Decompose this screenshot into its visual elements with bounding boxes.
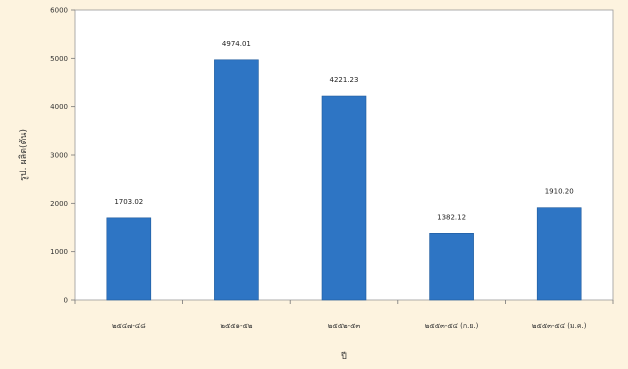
y-axis-title: รูป. ผลิต(ตัน) xyxy=(18,129,29,181)
x-tick-label: ๒๕๕๓-๕๔ (ม.ค.) xyxy=(532,322,587,330)
bar xyxy=(536,207,582,301)
data-label: 4974.01 xyxy=(222,40,251,48)
bar xyxy=(214,59,259,301)
y-tick-label: 0 xyxy=(64,297,68,305)
x-tick-label: ๒๕๕๒-๕๓ xyxy=(328,322,361,330)
y-tick-label: 2000 xyxy=(50,200,68,208)
x-tick-label: ๒๕๔๗-๔๘ xyxy=(112,322,146,330)
x-axis-title: ปี xyxy=(341,351,347,362)
bar xyxy=(429,233,474,301)
y-tick-label: 1000 xyxy=(50,248,68,256)
data-label: 1382.12 xyxy=(437,213,466,221)
bar xyxy=(106,217,152,301)
bar xyxy=(321,95,367,301)
data-label: 1703.02 xyxy=(114,198,143,206)
y-tick-label: 3000 xyxy=(50,152,68,160)
data-labels-group: 1703.02 4974.01 4221.23 1382.12 1910.20 xyxy=(114,40,573,222)
y-tick-label: 5000 xyxy=(50,55,68,63)
bars-group xyxy=(106,59,582,301)
y-tick-label: 4000 xyxy=(50,103,68,111)
y-tick-label: 6000 xyxy=(50,7,68,15)
data-label: 1910.20 xyxy=(545,188,574,196)
x-tick-label: ๒๕๕๓-๕๔ (ก.ย.) xyxy=(425,322,479,330)
x-tick-label: ๒๕๕๑-๕๒ xyxy=(220,322,252,330)
data-label: 4221.23 xyxy=(330,76,359,84)
y-axis: 0 1000 2000 3000 4000 5000 6000 xyxy=(50,7,75,305)
x-axis: ๒๕๔๗-๔๘ ๒๕๕๑-๕๒ ๒๕๕๒-๕๓ ๒๕๕๓-๕๔ (ก.ย.) ๒๕๕๓-… xyxy=(74,300,614,330)
